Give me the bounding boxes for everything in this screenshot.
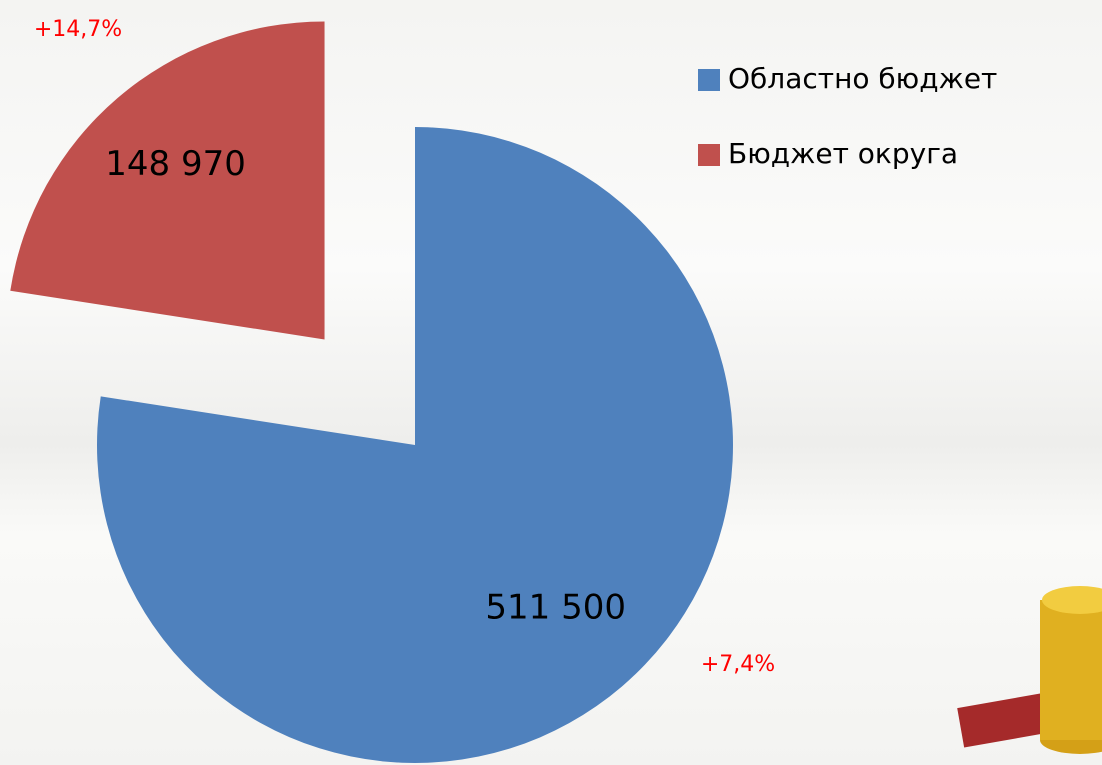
- coins-decoration: [957, 586, 1102, 754]
- legend-swatch: [698, 144, 720, 166]
- annotation: +7,4%: [701, 652, 775, 677]
- legend-label: Областно бюджет: [728, 62, 997, 95]
- data-label: 511 500: [485, 588, 626, 628]
- legend-swatch: [698, 69, 720, 91]
- pie-slice: [10, 21, 325, 340]
- pie-slice: [96, 127, 733, 763]
- data-label: 148 970: [105, 144, 246, 184]
- annotation: +14,7%: [34, 17, 122, 42]
- legend-label: Бюджет округа: [728, 137, 958, 170]
